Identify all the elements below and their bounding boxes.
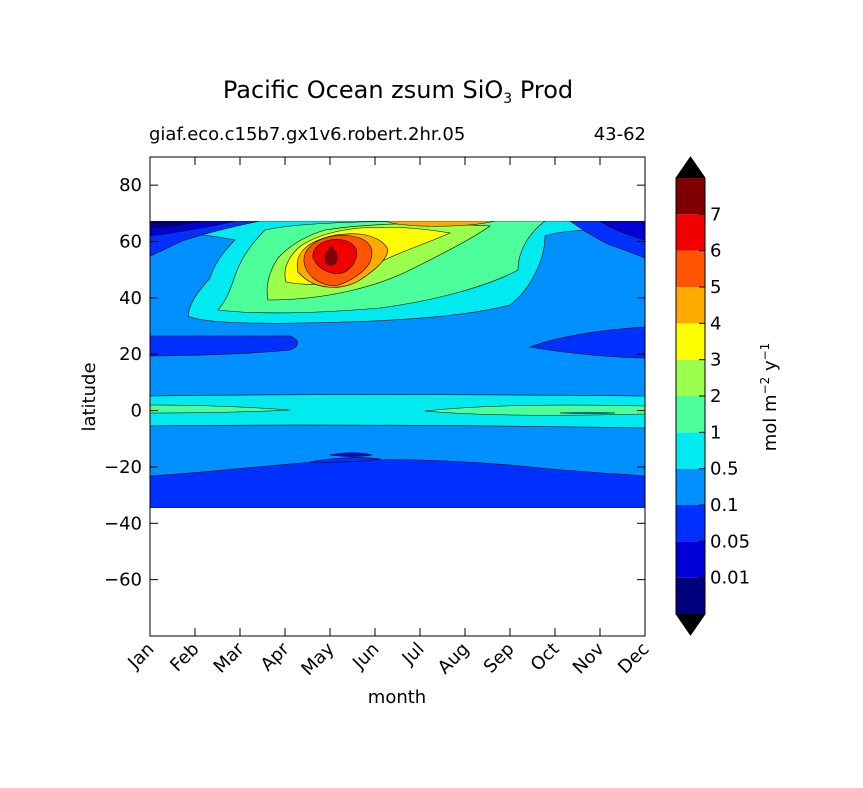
- colorbar-segment: [676, 541, 705, 578]
- colorbar-tick-label: 1: [710, 422, 721, 443]
- y-tick-label: −60: [104, 570, 142, 591]
- colorbar-segment: [676, 250, 705, 287]
- y-tick-label: 0: [131, 401, 142, 422]
- y-tick-label: 60: [119, 232, 142, 253]
- colorbar-segment: [676, 323, 705, 360]
- y-tick-label: −20: [104, 457, 142, 478]
- x-tick-label: Jun: [348, 639, 383, 674]
- x-tick-label: Jul: [398, 639, 429, 670]
- colorbar-extend-max: [676, 157, 705, 178]
- region-north-7: [324, 246, 338, 266]
- colorbar-segment: [676, 214, 705, 251]
- colorbar-tick-label: 2: [710, 386, 721, 407]
- y-tick-label: −40: [104, 513, 142, 534]
- colorbar-tick-label: 0.5: [710, 459, 739, 480]
- x-tick-label: May: [297, 638, 338, 679]
- x-tick-label: Sep: [480, 639, 519, 678]
- colorbar-tick-label: 7: [710, 204, 721, 225]
- y-axis: 80 60 40 20 0 −20 −40 −60: [104, 175, 645, 591]
- colorbar-segment: [676, 396, 705, 433]
- region-south-dip: [309, 457, 381, 463]
- region-equator-core-left: [150, 404, 291, 414]
- region-equator: [150, 394, 645, 429]
- colorbar-segment: [676, 178, 705, 215]
- colorbar-tick-label: 5: [710, 277, 721, 298]
- colorbar-segment: [676, 287, 705, 324]
- x-tick-label: Dec: [614, 639, 653, 678]
- colorbar-segment: [676, 577, 705, 614]
- colorbar-tick-label: 0.01: [710, 568, 750, 589]
- x-tick-label: Aug: [434, 639, 474, 679]
- colorbar-segment: [676, 468, 705, 505]
- colorbar-tick-label: 0.05: [710, 531, 750, 552]
- colorbar-tick-label: 6: [710, 241, 721, 262]
- year-range: 43-62: [593, 124, 646, 145]
- colorbar: 0.01 0.05 0.1 0.5 1 2 3 4 5 6 7: [675, 156, 750, 636]
- y-tick-label: 80: [119, 175, 142, 196]
- region-south-dark: [329, 452, 373, 457]
- region-south-low: [150, 459, 645, 508]
- y-tick-label: 20: [119, 344, 142, 365]
- colorbar-segment: [676, 359, 705, 396]
- colorbar-tick-label: 0.1: [710, 495, 739, 516]
- colorbar-tick-label: 3: [710, 350, 721, 371]
- x-axis-label: month: [368, 687, 426, 708]
- x-tick-label: Apr: [257, 638, 294, 675]
- x-tick-label: Jan: [123, 639, 158, 674]
- colorbar-segment: [676, 432, 705, 469]
- colorbar-outline: [675, 156, 706, 636]
- chart-title: Pacific Ocean zsum SiO3 Prod: [222, 76, 574, 107]
- x-tick-label: Mar: [210, 638, 249, 677]
- region-north-4-top: [384, 221, 496, 227]
- y-tick-label: 40: [119, 288, 142, 309]
- y-axis-label: latitude: [79, 362, 100, 431]
- colorbar-extend-min: [676, 614, 705, 635]
- x-tick-label: Oct: [527, 639, 564, 676]
- region-subtropical-right: [528, 326, 645, 359]
- region-equator-dark: [559, 412, 616, 414]
- colorbar-segment: [676, 505, 705, 542]
- x-tick-label: Feb: [166, 639, 203, 676]
- x-tick-label: Nov: [569, 638, 609, 678]
- colorbar-label: mol m−2 y−1: [758, 343, 781, 452]
- contour-fills: [150, 221, 645, 508]
- region-subtropical-left: [150, 335, 298, 357]
- plot-frame: [149, 156, 646, 637]
- run-name: giaf.eco.c15b7.gx1v6.robert.2hr.05: [149, 124, 466, 145]
- colorbar-tick-label: 4: [710, 313, 721, 334]
